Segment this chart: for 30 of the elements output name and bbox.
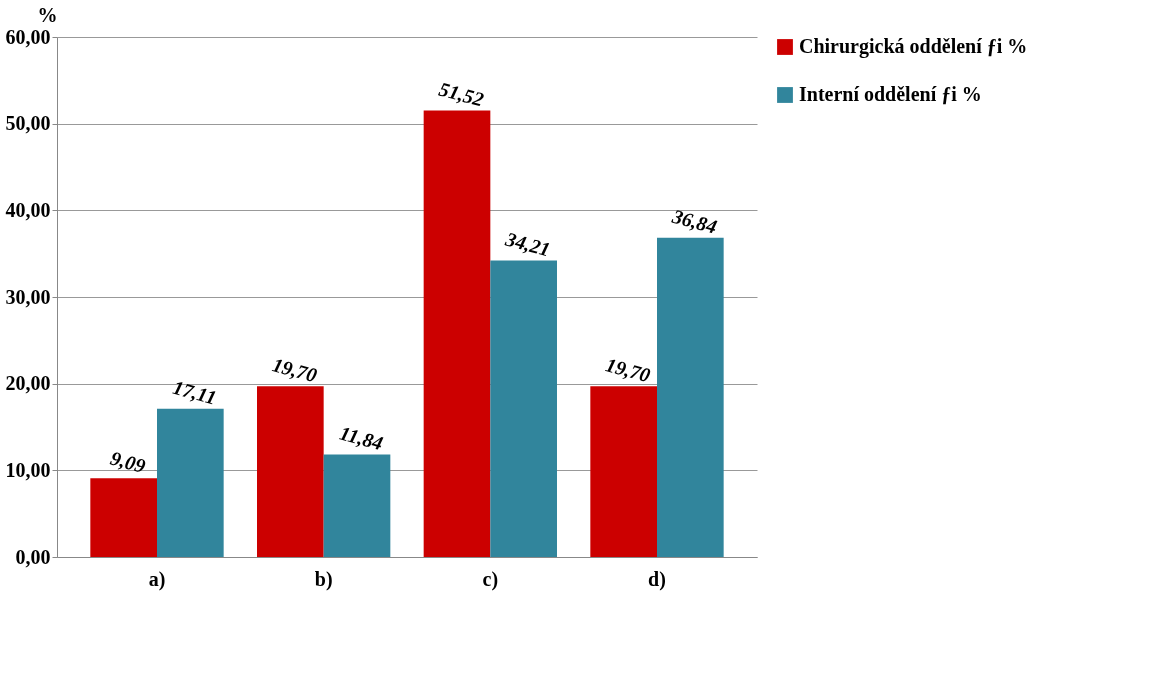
bar [657,237,724,557]
bar [157,408,224,557]
bar [590,386,657,557]
data-label: 51,52 [436,77,486,111]
y-tick-label: 40,00 [5,198,51,221]
bar [490,260,557,557]
data-label: 19,70 [603,353,653,387]
data-label: 17,11 [170,375,219,409]
y-tick-label: 60,00 [5,25,51,48]
y-tick-label: 50,00 [5,112,51,135]
y-tick-label: 0,00 [15,545,51,568]
x-tick-label: a) [148,567,166,591]
x-tick-label: d) [648,567,666,591]
data-label: 19,70 [270,353,320,387]
y-tick-label: 10,00 [5,458,51,481]
data-label: 34,21 [502,227,553,261]
data-label: 9,09 [108,446,148,477]
x-tick-label: c) [482,567,499,591]
y-tick-label: 20,00 [5,372,51,395]
data-label: 36,84 [669,204,720,238]
x-tick-label: b) [314,567,333,591]
bar [423,110,491,557]
bar [257,386,324,557]
data-label: 11,84 [337,421,386,455]
legend-label: Chirurgická oddělení ƒi % [799,35,1028,58]
y-tick-label: 30,00 [5,285,51,308]
legend-label: Interní oddělení ƒi % [799,83,982,105]
bar [323,454,391,557]
bar [90,478,157,557]
y-axis-title: % [37,3,58,26]
